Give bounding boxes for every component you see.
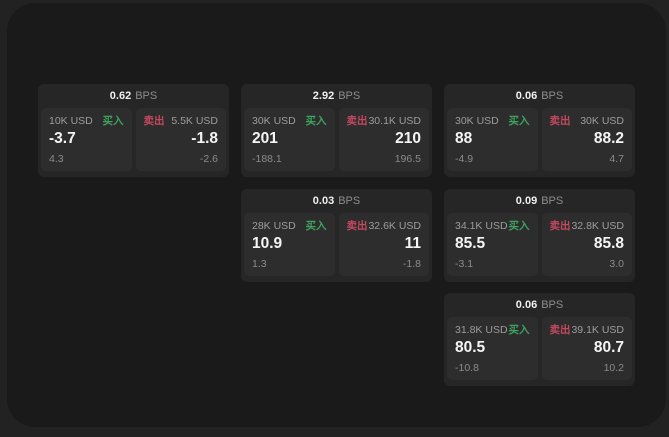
quote-card: 0.03 BPS 28K USD 买入 10.9 1.3 卖出 32.6K US… <box>241 189 432 282</box>
card-header: 0.06 BPS <box>444 84 635 108</box>
sell-price: 80.7 <box>593 339 624 356</box>
sell-side-label: 卖出 <box>346 220 368 232</box>
sell-cell[interactable]: 卖出 32.6K USD 11 -1.8 <box>338 213 429 276</box>
buy-cell[interactable]: 30K USD 买入 88 -4.9 <box>447 108 538 171</box>
card-header: 0.09 BPS <box>444 189 635 213</box>
card-header: 0.03 BPS <box>241 189 432 213</box>
sell-side-label: 卖出 <box>346 115 368 127</box>
buy-cell[interactable]: 10K USD 买入 -3.7 4.3 <box>41 108 132 171</box>
sell-price: -1.8 <box>191 130 218 147</box>
buy-cell[interactable]: 28K USD 买入 10.9 1.3 <box>244 213 335 276</box>
quote-card: 0.06 BPS 31.8K USD 买入 80.5 -10.8 卖出 39.1… <box>444 293 635 386</box>
sell-side-label: 卖出 <box>143 115 165 127</box>
sell-side-label: 卖出 <box>549 324 571 336</box>
buy-cell[interactable]: 34.1K USD 买入 85.5 -3.1 <box>447 213 538 276</box>
bps-value: 0.09 <box>515 195 538 207</box>
buy-price: 80.5 <box>455 339 486 356</box>
sell-cell[interactable]: 卖出 5.5K USD -1.8 -2.6 <box>135 108 226 171</box>
buy-price: 88 <box>455 130 473 147</box>
bps-value: 0.06 <box>515 299 538 311</box>
buy-price: 10.9 <box>252 235 283 252</box>
buy-price: 85.5 <box>455 235 486 252</box>
quote-card: 0.62 BPS 10K USD 买入 -3.7 4.3 卖出 5.5K USD… <box>38 84 229 177</box>
sell-side-label: 卖出 <box>549 115 571 127</box>
buy-side-label: 买入 <box>508 220 530 232</box>
sell-cell[interactable]: 卖出 32.8K USD 85.8 3.0 <box>541 213 632 276</box>
buy-cell[interactable]: 31.8K USD 买入 80.5 -10.8 <box>447 317 538 380</box>
buy-sub-value: -188.1 <box>252 153 282 165</box>
buy-sub-value: 4.3 <box>49 153 64 165</box>
buy-cell[interactable]: 30K USD 买入 201 -188.1 <box>244 108 335 171</box>
buy-amount: 10K USD <box>49 115 93 127</box>
buy-sub-value: 1.3 <box>252 258 267 270</box>
bps-unit-label: BPS <box>541 90 564 102</box>
sell-amount: 5.5K USD <box>171 115 218 127</box>
quote-card: 0.09 BPS 34.1K USD 买入 85.5 -3.1 卖出 32.8K… <box>444 189 635 282</box>
buy-side-label: 买入 <box>508 324 530 336</box>
bps-unit-label: BPS <box>338 195 361 207</box>
sell-sub-value: -1.8 <box>402 258 421 270</box>
buy-sub-value: -4.9 <box>455 153 474 165</box>
buy-side-label: 买入 <box>102 115 124 127</box>
sell-price: 210 <box>395 130 421 147</box>
bps-value: 2.92 <box>312 90 335 102</box>
bps-value: 0.62 <box>109 90 132 102</box>
buy-side-label: 买入 <box>305 220 327 232</box>
sell-cell[interactable]: 卖出 30.1K USD 210 196.5 <box>338 108 429 171</box>
sell-amount: 32.6K USD <box>368 220 421 232</box>
quote-card: 2.92 BPS 30K USD 买入 201 -188.1 卖出 30.1K … <box>241 84 432 177</box>
sell-cell[interactable]: 卖出 30K USD 88.2 4.7 <box>541 108 632 171</box>
buy-price: 201 <box>252 130 278 147</box>
buy-amount: 30K USD <box>455 115 499 127</box>
sell-side-label: 卖出 <box>549 220 571 232</box>
card-header: 0.06 BPS <box>444 293 635 317</box>
buy-side-label: 买入 <box>305 115 327 127</box>
bps-unit-label: BPS <box>338 90 361 102</box>
sell-price: 88.2 <box>593 130 624 147</box>
buy-sub-value: -3.1 <box>455 258 474 270</box>
buy-amount: 28K USD <box>252 220 296 232</box>
buy-side-label: 买入 <box>508 115 530 127</box>
buy-amount: 31.8K USD <box>455 324 508 336</box>
sell-amount: 30K USD <box>580 115 624 127</box>
card-header: 2.92 BPS <box>241 84 432 108</box>
bps-unit-label: BPS <box>541 195 564 207</box>
sell-amount: 39.1K USD <box>571 324 624 336</box>
buy-amount: 30K USD <box>252 115 296 127</box>
sell-cell[interactable]: 卖出 39.1K USD 80.7 10.2 <box>541 317 632 380</box>
sell-price: 85.8 <box>593 235 624 252</box>
sell-sub-value: -2.6 <box>199 153 218 165</box>
sell-price: 11 <box>404 235 421 252</box>
bps-unit-label: BPS <box>541 299 564 311</box>
sell-sub-value: 196.5 <box>394 153 421 165</box>
sell-sub-value: 10.2 <box>603 362 624 374</box>
card-header: 0.62 BPS <box>38 84 229 108</box>
sell-amount: 30.1K USD <box>368 115 421 127</box>
sell-sub-value: 3.0 <box>609 258 624 270</box>
buy-amount: 34.1K USD <box>455 220 508 232</box>
bps-value: 0.06 <box>515 90 538 102</box>
buy-price: -3.7 <box>49 130 76 147</box>
sell-sub-value: 4.7 <box>609 153 624 165</box>
bps-value: 0.03 <box>312 195 335 207</box>
bps-unit-label: BPS <box>135 90 158 102</box>
sell-amount: 32.8K USD <box>571 220 624 232</box>
quote-card: 0.06 BPS 30K USD 买入 88 -4.9 卖出 30K USD 8… <box>444 84 635 177</box>
buy-sub-value: -10.8 <box>455 362 479 374</box>
